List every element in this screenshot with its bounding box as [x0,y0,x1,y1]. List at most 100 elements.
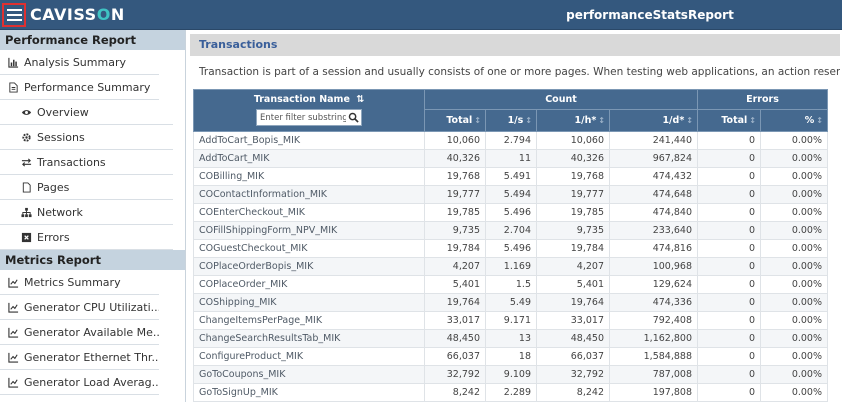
table-cell: 18 [485,347,537,366]
table-cell: 10,060 [536,131,610,150]
column-header-count-0[interactable]: Total ↕ [424,109,486,132]
sidebar-item-label: Performance Summary [24,80,151,94]
column-header-errors-4[interactable]: Total ↕ [697,109,761,132]
sidebar-item-metrics-summary[interactable]: Metrics Summary [0,270,159,295]
sort-icon[interactable]: ↕ [474,116,481,125]
table-row[interactable]: COShipping_MIK 19,764 5.49 19,764 474,336 0 0.… [193,293,828,312]
table-cell: 0.00% [760,203,828,222]
table-cell: 787,008 [609,365,698,384]
table-row[interactable]: ChangeItemsPerPage_MIK 33,017 9.171 33,017 7… [193,311,828,330]
table-cell: 13 [485,329,537,348]
table-cell: 0.00% [760,257,828,276]
bar-chart-icon [7,56,19,68]
table-cell: 0 [697,203,761,222]
table-cell: 11 [485,149,537,168]
table-cell: 19,768 [424,167,486,186]
transaction-name-cell: ChangeItemsPerPage_MIK [193,311,425,330]
sort-icon[interactable]: ↕ [598,116,605,125]
sort-icon[interactable]: ↕ [525,116,532,125]
transaction-name-cell: COEnterCheckout_MIK [193,203,425,222]
line-chart-icon [7,301,19,313]
main-panel: Transactions Transaction is part of a se… [190,34,840,402]
table-row[interactable]: AddToCart_Bopis_MIK 10,060 2.794 10,060 241,… [193,131,828,150]
section-title: Transactions [190,34,840,56]
sidebar-item-label: Metrics Summary [24,275,121,289]
sort-alpha-icon[interactable]: ⇅ [356,94,365,105]
transaction-name-cell: COPlaceOrder_MIK [193,275,425,294]
hamburger-menu-icon[interactable] [2,3,26,27]
table-cell: 474,648 [609,185,698,204]
table-cell: 0 [697,221,761,240]
transaction-name-cell: COFillShippingForm_NPV_MIK [193,221,425,240]
table-row[interactable]: ChangeSearchResultsTab_MIK 48,450 13 48,450… [193,329,828,348]
table-cell: 33,017 [536,311,610,330]
table-cell: 66,037 [536,347,610,366]
sidebar-item-performance-summary[interactable]: Performance Summary [0,75,159,100]
table-cell: 19,785 [424,203,486,222]
column-header-errors-5[interactable]: % ↕ [760,109,828,132]
sidebar-item-label: Pages [37,180,70,194]
table-cell: 0.00% [760,383,828,402]
table-row[interactable]: GoToSignUp_MIK 8,242 2.289 8,242 197,808 0 0.0… [193,383,828,402]
sort-icon[interactable]: ↕ [749,116,756,125]
sidebar-item-errors[interactable]: Errors [0,225,173,250]
transaction-name-cell: AddToCart_Bopis_MIK [193,131,425,150]
table-row[interactable]: COContactInformation_MIK 19,777 5.494 19,77… [193,185,828,204]
table-cell: 9.171 [485,311,537,330]
table-row[interactable]: COFillShippingForm_NPV_MIK 9,735 2.704 9,73… [193,221,828,240]
transactions-table: Transaction Name ⇅ Enter filter substrin… [193,89,828,402]
table-cell: 233,640 [609,221,698,240]
table-cell: 792,408 [609,311,698,330]
column-header-transaction-name[interactable]: Transaction Name ⇅ Enter filter substrin… [193,89,425,132]
table-row[interactable]: AddToCart_MIK 40,326 11 40,326 967,824 0 0.00% [193,149,828,168]
sidebar-item-network[interactable]: Network [0,200,173,225]
sidebar-item-label: Sessions [37,130,85,144]
document-icon [7,81,19,93]
table-row[interactable]: COGuestCheckout_MIK 19,784 5.496 19,784 474,… [193,239,828,258]
table-cell: 0 [697,383,761,402]
table-cell: 2.289 [485,383,537,402]
sidebar-item-generator-load[interactable]: Generator Load Averag... [0,370,159,395]
filter-input[interactable]: Enter filter substring [256,109,362,126]
eye-icon [20,106,32,118]
sidebar-item-label: Generator Available Me... [24,325,159,339]
table-cell: 241,440 [609,131,698,150]
table-row[interactable]: GoToCoupons_MIK 32,792 9.109 32,792 787,008 0… [193,365,828,384]
table-cell: 474,840 [609,203,698,222]
table-cell: 0 [697,185,761,204]
sidebar-item-transactions[interactable]: Transactions [0,150,173,175]
table-cell: 474,816 [609,239,698,258]
sort-icon[interactable]: ↕ [686,116,693,125]
sidebar-item-label: Generator Load Averag... [24,375,159,389]
table-row[interactable]: COPlaceOrder_MIK 5,401 1.5 5,401 129,624 0 0.0… [193,275,828,294]
sidebar-item-pages[interactable]: Pages [0,175,173,200]
table-cell: 0 [697,239,761,258]
sidebar: Performance Report Analysis Summary Perf… [0,30,186,402]
column-header-count-3[interactable]: 1/d* ↕ [609,109,698,132]
table-row[interactable]: COBilling_MIK 19,768 5.491 19,768 474,432 0 0.… [193,167,828,186]
sort-icon[interactable]: ↕ [816,116,823,125]
table-cell: 0.00% [760,329,828,348]
sidebar-item-sessions[interactable]: Sessions [0,125,173,150]
table-cell: 1,162,800 [609,329,698,348]
sidebar-item-generator-ethernet[interactable]: Generator Ethernet Thr... [0,345,159,370]
sidebar-item-label: Transactions [37,155,106,169]
section-description: Transaction is part of a session and usu… [199,66,840,78]
table-row[interactable]: ConfigureProduct_MIK 66,037 18 66,037 1,584,… [193,347,828,366]
sidebar-item-generator-memory[interactable]: Generator Available Me... [0,320,159,345]
transaction-name-cell: COPlaceOrderBopis_MIK [193,257,425,276]
sidebar-item-analysis-summary[interactable]: Analysis Summary [0,50,159,75]
column-header-count-2[interactable]: 1/h* ↕ [536,109,610,132]
table-row[interactable]: COEnterCheckout_MIK 19,785 5.496 19,785 474,… [193,203,828,222]
table-cell: 1.169 [485,257,537,276]
error-box-icon [20,231,32,243]
sidebar-item-generator-cpu[interactable]: Generator CPU Utilizati... [0,295,159,320]
search-icon[interactable] [346,110,361,125]
table-cell: 0.00% [760,185,828,204]
table-cell: 4,207 [536,257,610,276]
table-cell: 0 [697,293,761,312]
column-header-count-1[interactable]: 1/s ↕ [485,109,537,132]
table-cell: 40,326 [536,149,610,168]
sidebar-item-overview[interactable]: Overview [0,100,173,125]
table-row[interactable]: COPlaceOrderBopis_MIK 4,207 1.169 4,207 100,… [193,257,828,276]
